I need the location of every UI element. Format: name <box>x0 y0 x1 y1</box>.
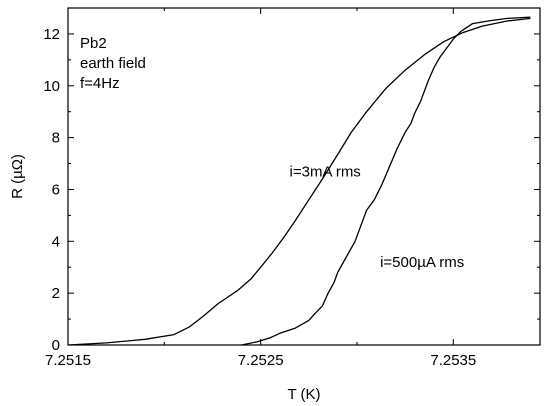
y-tick-label: 2 <box>52 285 60 302</box>
y-tick-label: 0 <box>52 337 60 354</box>
x-tick-label: 7.2535 <box>430 352 476 369</box>
y-tick-label: 12 <box>43 26 60 43</box>
series-label-3ma: i=3mA rms <box>290 164 361 181</box>
y-tick-label: 8 <box>52 130 60 147</box>
x-tick-label: 7.2515 <box>45 352 91 369</box>
x-axis-label: T (K) <box>287 386 320 403</box>
y-tick-label: 10 <box>43 78 60 95</box>
series-label-500ua: i=500µA rms <box>380 254 464 271</box>
plot-frame <box>67 7 541 346</box>
info-line-2: earth field <box>80 55 146 72</box>
y-axis-label: R (µΩ) <box>9 154 26 199</box>
series-line-1 <box>241 16 531 346</box>
series-line-0 <box>67 17 531 346</box>
info-line-3: f=4Hz <box>80 75 120 92</box>
y-tick-label: 6 <box>52 181 60 198</box>
y-tick-label: 4 <box>52 233 60 250</box>
x-tick-label: 7.2525 <box>238 352 284 369</box>
info-line-1: Pb2 <box>80 35 107 52</box>
